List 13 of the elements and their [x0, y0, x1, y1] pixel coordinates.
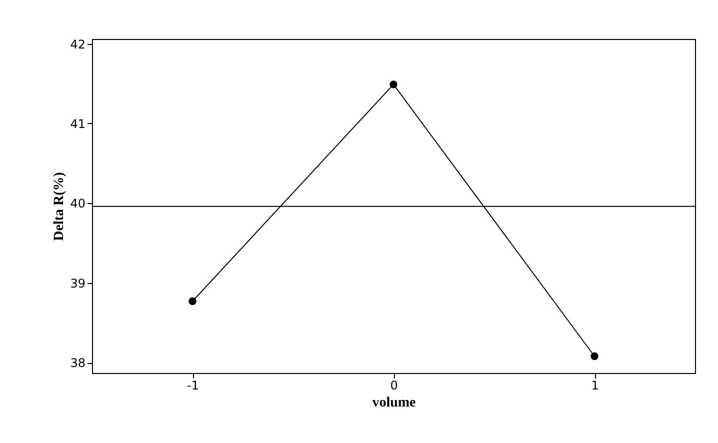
point [590, 352, 598, 360]
x-tick-label: 1 [591, 378, 599, 392]
x-tick-label: -1 [187, 378, 199, 392]
y-tick-label: 39 [70, 276, 86, 290]
y-tick-label: 40 [70, 196, 86, 211]
point [188, 297, 196, 306]
y-tick-label: 42 [70, 37, 86, 52]
x-axis-title: volume [372, 396, 416, 410]
point [390, 80, 398, 88]
x-tick-label: 0 [390, 378, 398, 392]
y-tick-label: 41 [70, 116, 86, 131]
y-tick-label: 38 [70, 356, 86, 370]
y-axis-title: Delta R(%) [52, 172, 68, 241]
